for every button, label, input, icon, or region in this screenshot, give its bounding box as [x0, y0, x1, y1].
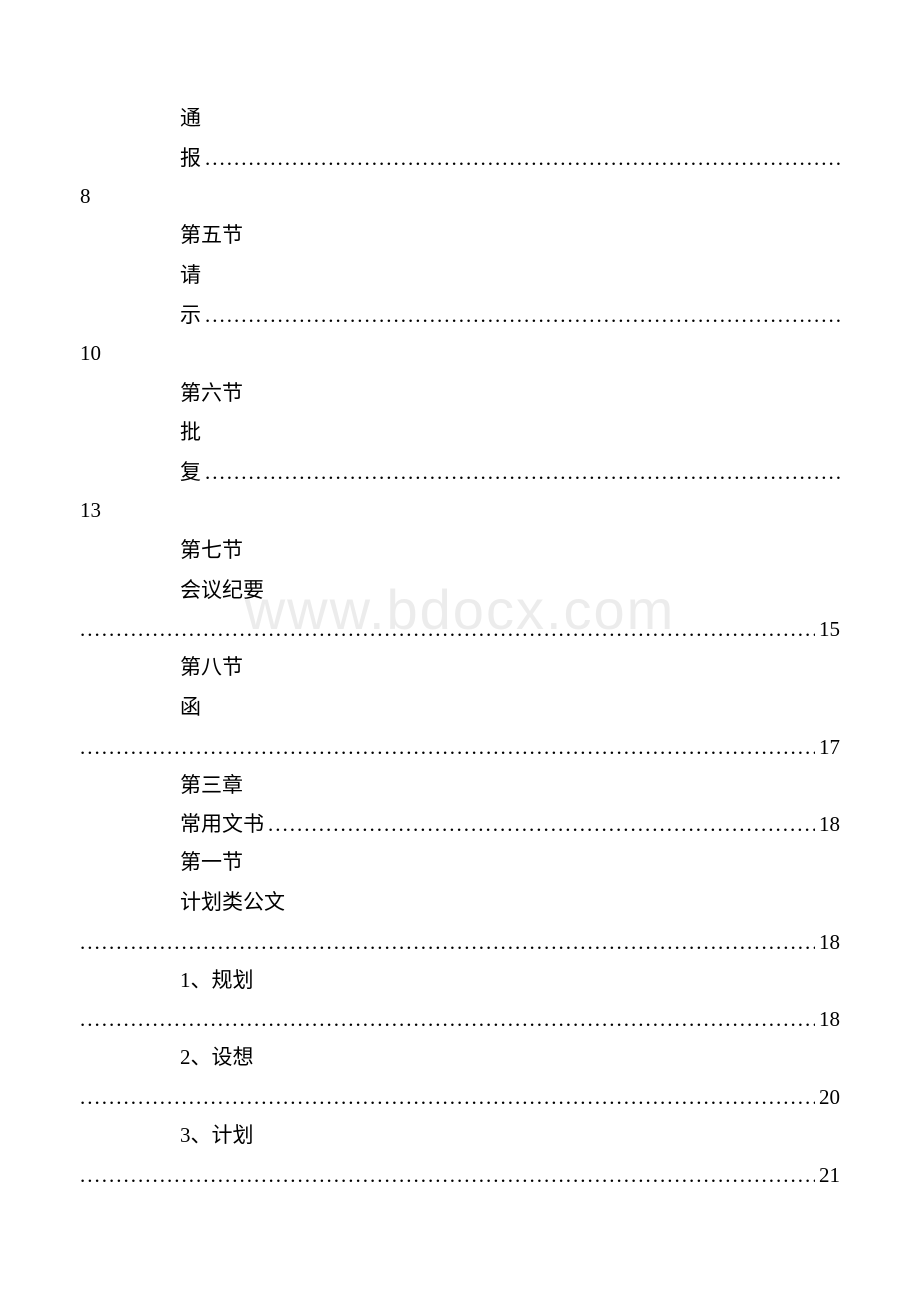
toc-entry-dotted: 17	[80, 729, 840, 767]
toc-entry-char1: 批	[180, 414, 840, 452]
toc-entry-dotted: 复	[180, 454, 840, 492]
toc-entry-dotted: 常用文书 18	[180, 806, 840, 844]
toc-page: 20	[815, 1079, 840, 1117]
toc-entry-char1: 请	[180, 257, 840, 295]
toc-page-left: 13	[80, 492, 840, 530]
toc-dots	[205, 297, 840, 335]
toc-entry-char1: 通	[180, 100, 840, 138]
toc-dots	[80, 1079, 815, 1117]
toc-entry-dotted: 报	[180, 140, 840, 178]
toc-entry-dotted: 15	[80, 611, 840, 649]
toc-entry-char2: 示	[180, 297, 205, 335]
toc-page: 18	[815, 806, 840, 844]
toc-section: 第一节	[180, 844, 840, 882]
toc-entry-label: 会议纪要	[180, 572, 840, 610]
toc-entry-label: 函	[180, 689, 840, 727]
toc-section: 第八节	[180, 649, 840, 687]
toc-page: 21	[815, 1157, 840, 1195]
toc-entry-dotted: 18	[80, 924, 840, 962]
toc-section: 第六节	[180, 375, 840, 413]
toc-page: 15	[815, 611, 840, 649]
toc-page: 18	[815, 924, 840, 962]
toc-page-left: 10	[80, 335, 840, 373]
toc-entry-dotted: 示	[180, 297, 840, 335]
toc-dots	[80, 1157, 815, 1195]
toc-entry-label: 计划类公文	[180, 884, 840, 922]
toc-entry-label: 常用文书	[180, 806, 268, 844]
toc-section: 第五节	[180, 217, 840, 255]
toc-dots	[80, 611, 815, 649]
toc-dots	[80, 729, 815, 767]
toc-entry-dotted: 21	[80, 1157, 840, 1195]
toc-entry-dotted: 18	[80, 1001, 840, 1039]
toc-page: 17	[815, 729, 840, 767]
toc-section: 第七节	[180, 532, 840, 570]
toc-entry-label: 3、计划	[180, 1117, 840, 1155]
toc-entry-dotted: 20	[80, 1079, 840, 1117]
toc-dots	[268, 806, 815, 844]
toc-entry-char2: 复	[180, 454, 205, 492]
toc-entry-label: 2、设想	[180, 1039, 840, 1077]
toc-entry-label: 1、规划	[180, 962, 840, 1000]
toc-page-left: 8	[80, 178, 840, 216]
toc-chapter: 第三章	[180, 767, 840, 805]
toc-dots	[80, 1001, 815, 1039]
toc-dots	[80, 924, 815, 962]
toc-entry-char2: 报	[180, 140, 205, 178]
toc-dots	[205, 454, 840, 492]
toc-page: 18	[815, 1001, 840, 1039]
toc-dots	[205, 140, 840, 178]
toc-content: 通 报 8 第五节 请 示 10 第六节 批 复 13 第七节 会议纪要 15 …	[80, 100, 840, 1194]
